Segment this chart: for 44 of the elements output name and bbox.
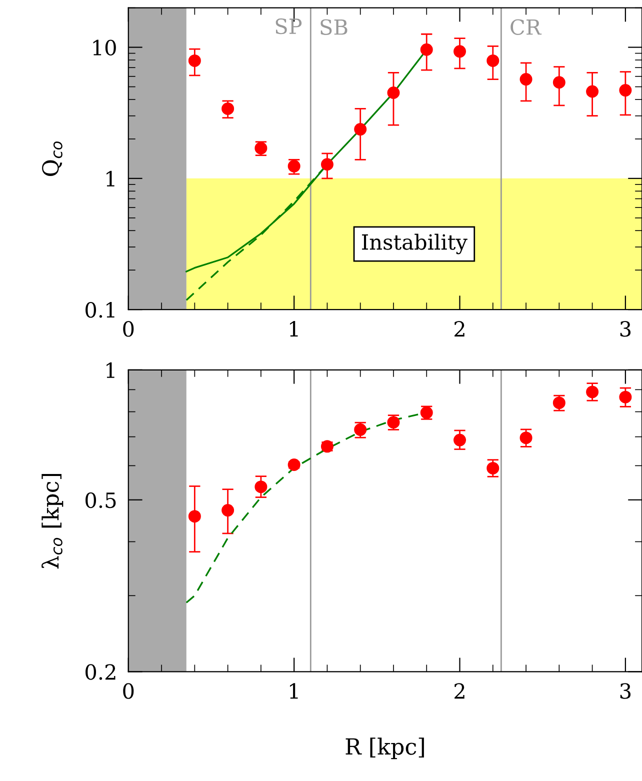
ref-line-label: CR — [510, 19, 542, 35]
point — [222, 504, 234, 517]
point — [288, 160, 300, 172]
point — [188, 510, 201, 523]
point — [520, 73, 532, 86]
point — [354, 423, 367, 436]
y-tick-label: 0.2 — [86, 664, 116, 680]
x-tick-label: 3 — [620, 683, 631, 699]
y-axis-title: Q$_{co}$ — [42, 141, 62, 176]
y-tick-label: 10 — [93, 40, 116, 56]
annotation: SP — [276, 18, 302, 34]
point — [254, 480, 268, 494]
point — [619, 84, 632, 97]
y-tick-label: 1 — [106, 362, 114, 378]
point — [387, 86, 400, 100]
point — [586, 85, 599, 98]
point — [420, 43, 433, 56]
point — [619, 390, 632, 404]
point — [454, 45, 466, 58]
x-tick-label: 1 — [290, 683, 298, 699]
y-tick-label: 1 — [106, 170, 114, 186]
point — [552, 76, 566, 89]
point — [520, 432, 532, 444]
x-tick-label: 2 — [454, 321, 464, 336]
y-tick-label: 0.1 — [86, 302, 114, 318]
point — [486, 54, 500, 67]
y-axis-title: λ$_{co}$ [kpc] — [42, 474, 64, 569]
point — [320, 158, 334, 171]
point — [188, 54, 201, 67]
y-tick-label: 0.5 — [86, 492, 116, 508]
x-tick-label: 0 — [123, 321, 134, 337]
point — [354, 123, 367, 136]
x-axis-title: R [kpc] — [346, 738, 424, 760]
x-tick-label: 3 — [620, 321, 631, 337]
x-tick-label: 2 — [454, 683, 464, 699]
point — [288, 458, 300, 471]
ref-line-label: SB — [320, 19, 348, 35]
point — [454, 434, 466, 446]
x-tick-label: 0 — [123, 683, 134, 699]
band-label: Instability — [362, 234, 468, 254]
point — [586, 386, 599, 398]
point — [222, 102, 234, 115]
x-tick-label: 1 — [290, 321, 298, 336]
point — [486, 462, 500, 474]
